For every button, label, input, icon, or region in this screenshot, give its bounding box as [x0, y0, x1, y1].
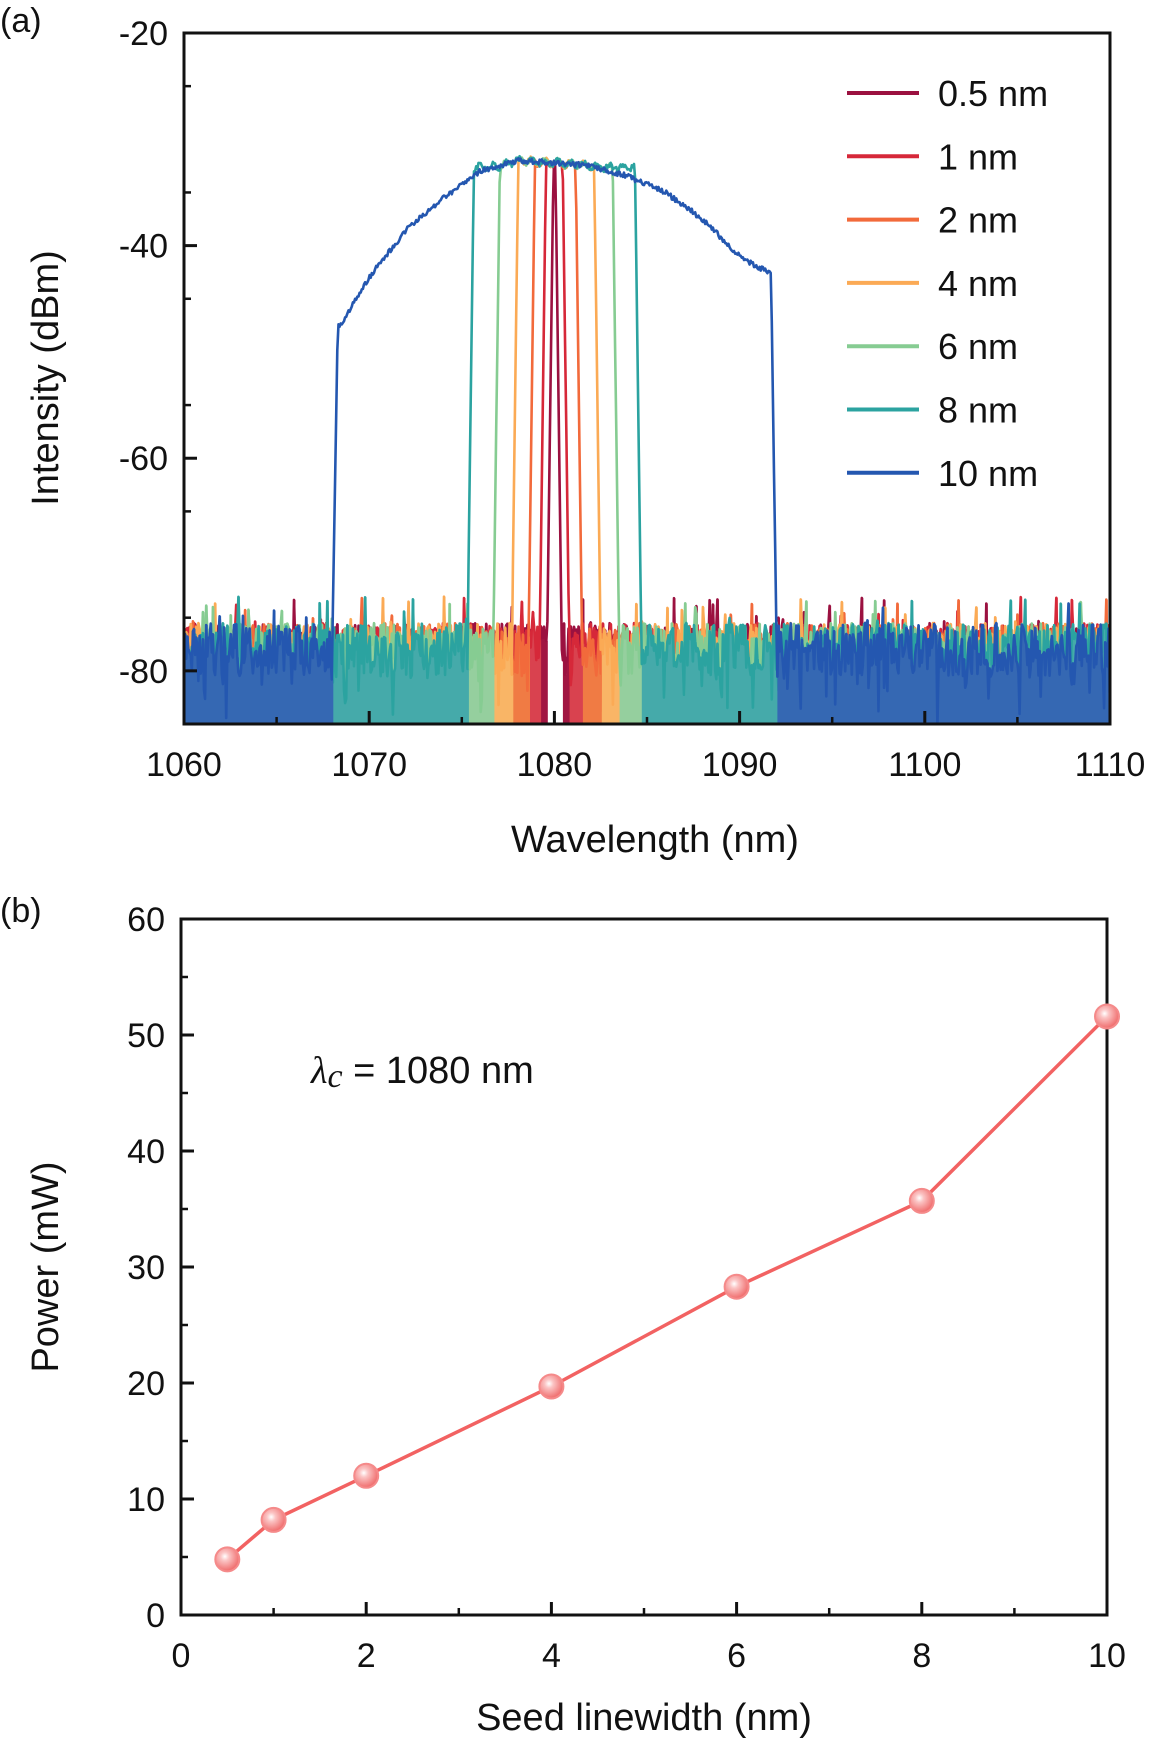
x-tick-label: 1060	[146, 746, 222, 784]
plot-frame	[182, 31, 1112, 726]
x-tick-label: 10	[1088, 1637, 1126, 1675]
y-tick-label: 60	[127, 901, 165, 939]
x-tick-label: 4	[542, 1637, 561, 1675]
y-tick-label: 50	[127, 1017, 165, 1055]
x-tick-label: 1090	[702, 746, 778, 784]
power-series	[214, 1003, 1120, 1573]
panel-b-axes: 0 2 4 6 8 10 0 10 20 30 40 50 60	[127, 901, 1126, 1675]
panel-b: (b) 0 2 4 6 8 10 0 10 20 30 40 50 60 λc = 1080 nm Se…	[0, 892, 1126, 1739]
data-point	[353, 1462, 380, 1489]
x-tick-label: 1110	[1075, 746, 1146, 784]
legend: 0.5 nm 1 nm 2 nm 4 nm 6 nm 8 nm 10 nm	[847, 73, 1048, 494]
y-tick-label: -60	[119, 440, 168, 478]
x-tick-label: 1080	[517, 746, 593, 784]
x-axis-label-b: Seed linewidth (nm)	[476, 1697, 812, 1739]
y-tick-label: 10	[127, 1481, 165, 1519]
spectrum-line-10-nm	[184, 157, 1110, 724]
data-point	[214, 1546, 241, 1573]
legend-label: 10 nm	[938, 453, 1038, 494]
x-tick-label: 8	[912, 1637, 931, 1675]
annotation-center-wavelength: λc = 1080 nm	[310, 1050, 534, 1095]
legend-label: 0.5 nm	[938, 73, 1048, 114]
x-tick-label: 0	[172, 1637, 191, 1675]
y-tick-label: 0	[146, 1597, 165, 1635]
legend-label: 6 nm	[938, 326, 1018, 367]
y-tick-label: 40	[127, 1133, 165, 1171]
legend-label: 2 nm	[938, 200, 1018, 241]
y-tick-label: -20	[119, 15, 168, 53]
x-tick-label: 1100	[888, 746, 961, 784]
data-point	[723, 1273, 750, 1300]
data-point	[260, 1506, 287, 1533]
panel-a-label: (a)	[0, 2, 42, 40]
data-point	[908, 1187, 935, 1214]
panel-a-axes: 1060 1070 1080 1090 1100 1110 -20 -40 -60 -80	[119, 15, 1145, 784]
y-axis-label-a: Intensity (dBm)	[25, 250, 67, 506]
legend-label: 4 nm	[938, 263, 1018, 304]
data-point	[538, 1373, 565, 1400]
y-tick-label: 30	[127, 1249, 165, 1287]
panel-b-label: (b)	[0, 892, 42, 930]
y-tick-label: -40	[119, 228, 168, 266]
spectra	[184, 154, 1110, 724]
x-tick-label: 6	[727, 1637, 746, 1675]
y-tick-label: -80	[119, 653, 168, 691]
data-point	[1094, 1003, 1120, 1030]
legend-label: 8 nm	[938, 390, 1018, 431]
legend-label: 1 nm	[938, 136, 1018, 177]
y-axis-label-b: Power (mW)	[25, 1161, 67, 1372]
x-axis-label-a: Wavelength (nm)	[511, 819, 799, 861]
x-tick-label: 2	[357, 1637, 376, 1675]
x-tick-label: 1070	[331, 746, 407, 784]
y-tick-label: 20	[127, 1365, 165, 1403]
plot-frame	[179, 917, 1109, 1617]
panel-a: (a) 1060 1070 1080 1090 1100 1110 -20 -40 -60 -80…	[0, 2, 1145, 861]
